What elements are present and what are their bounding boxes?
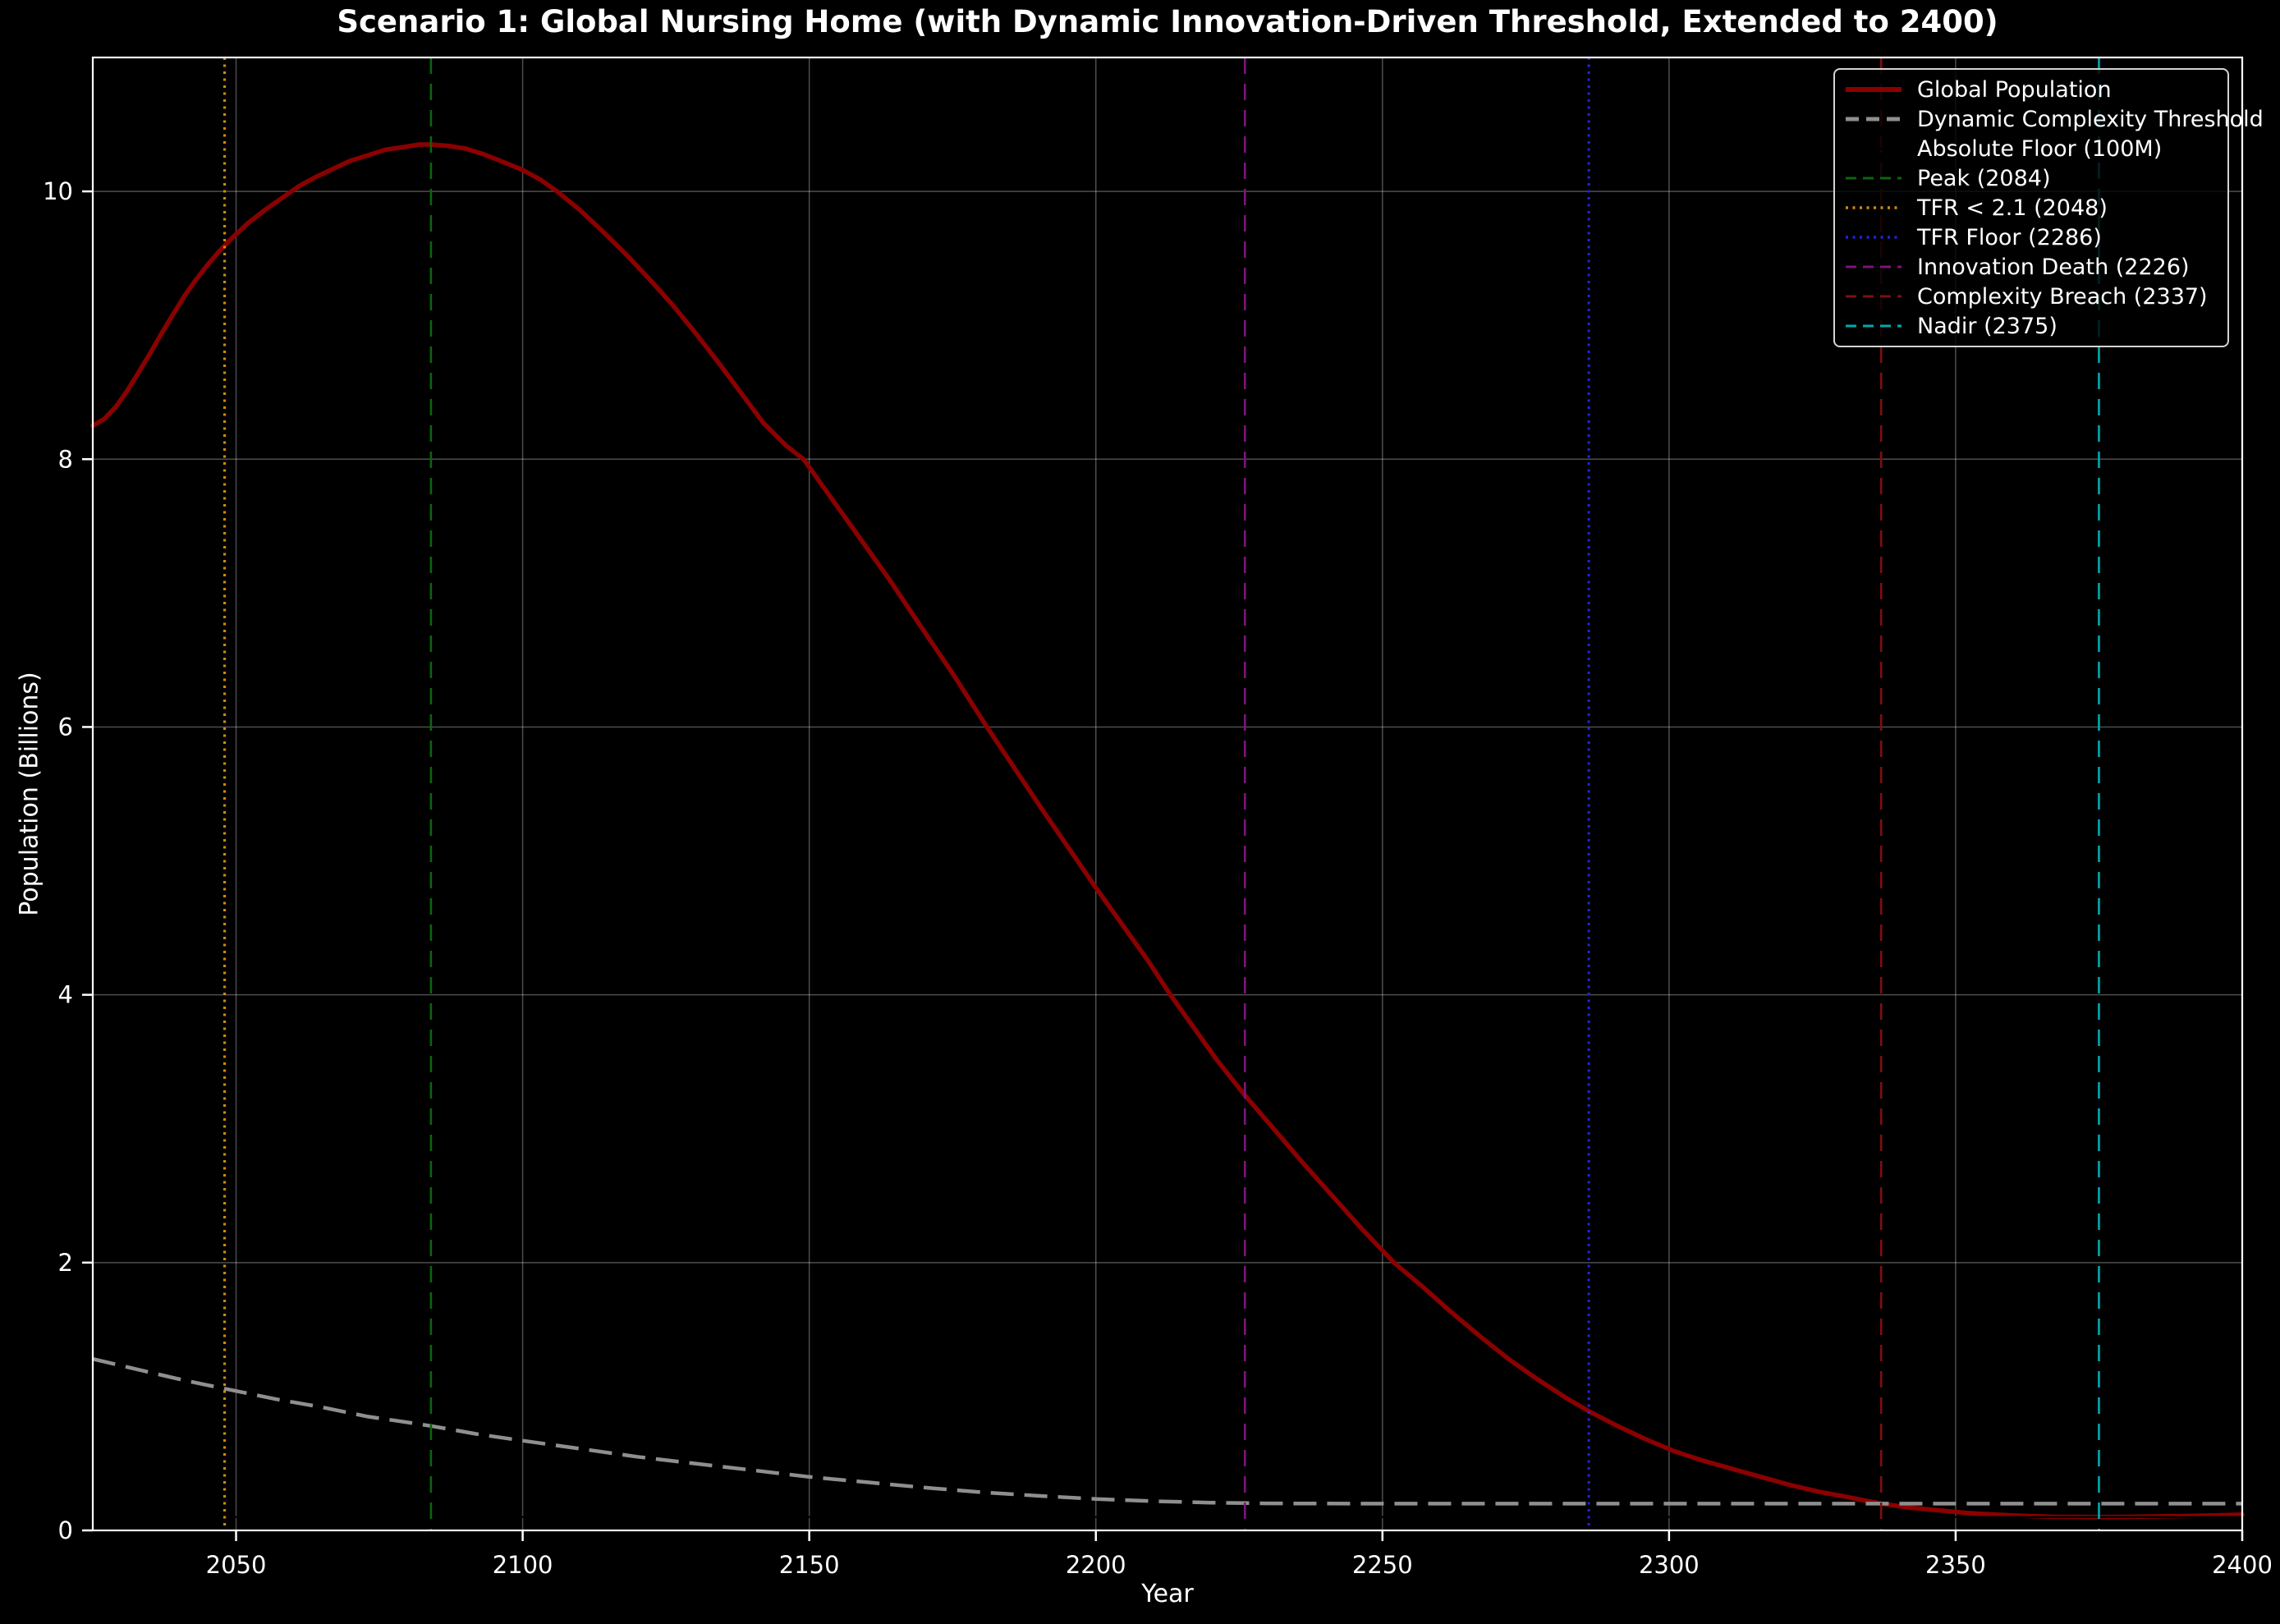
legend-item-dynamic-complexity-threshold: Dynamic Complexity Threshold xyxy=(1843,105,2264,133)
legend-item-tfr-floor: TFR Floor (2286) xyxy=(1843,223,2219,251)
legend-item-label: Global Population xyxy=(1917,76,2112,103)
x-tick-label: 2400 xyxy=(2212,1551,2273,1579)
y-tick-label: 0 xyxy=(58,1516,73,1544)
legend-swatch-dynamic-complexity-threshold xyxy=(1846,117,1902,122)
legend-swatch-peak xyxy=(1846,177,1902,180)
legend-swatch-complexity-breach xyxy=(1846,295,1902,298)
page-title: Scenario 1: Global Nursing Home (with Dy… xyxy=(337,4,1998,39)
x-tick-label: 2200 xyxy=(1066,1551,1126,1579)
legend-item-label: TFR Floor (2286) xyxy=(1917,224,2102,250)
legend-item-label: Absolute Floor (100M) xyxy=(1917,135,2163,162)
x-tick-label: 2100 xyxy=(493,1551,553,1579)
legend-item-label: Dynamic Complexity Threshold xyxy=(1917,106,2264,132)
legend: Global Population Dynamic Complexity Thre… xyxy=(1833,68,2264,347)
y-tick-label: 4 xyxy=(58,981,73,1009)
y-tick-label: 2 xyxy=(58,1249,73,1277)
legend-item-peak: Peak (2084) xyxy=(1843,164,2219,192)
x-tick-label: 2350 xyxy=(1925,1551,1986,1579)
legend-swatch-tfr-floor xyxy=(1846,236,1902,239)
plot-border xyxy=(91,56,2244,1532)
legend-item-complexity-breach: Complexity Breach (2337) xyxy=(1843,282,2219,310)
legend-item-tfr-below-2-1: TFR < 2.1 (2048) xyxy=(1843,194,2219,222)
y-tick-label: 10 xyxy=(43,177,73,205)
legend-item-innovation-death: Innovation Death (2226) xyxy=(1843,253,2219,281)
legend-item-nadir: Nadir (2375) xyxy=(1843,312,2219,340)
x-tick-label: 2250 xyxy=(1352,1551,1413,1579)
legend-swatch-nadir xyxy=(1846,324,1902,328)
legend-item-absolute-floor: Absolute Floor (100M) xyxy=(1843,135,2219,163)
y-tick-label: 8 xyxy=(58,445,73,473)
y-axis-label: Population (Billions) xyxy=(15,672,44,916)
x-tick-label: 2050 xyxy=(206,1551,267,1579)
x-tick-label: 2150 xyxy=(779,1551,840,1579)
legend-item-label: Nadir (2375) xyxy=(1917,313,2058,339)
global-population-line xyxy=(90,142,2245,1520)
legend-swatch-global-population xyxy=(1846,87,1902,92)
dynamic-complexity-threshold-line xyxy=(92,1357,2242,1506)
legend-item-label: TFR < 2.1 (2048) xyxy=(1917,195,2108,221)
legend-swatch-absolute-floor xyxy=(1846,147,1902,150)
legend-item-label: Peak (2084) xyxy=(1917,165,2051,191)
legend-item-label: Complexity Breach (2337) xyxy=(1917,283,2208,310)
x-axis-label: Year xyxy=(1141,1580,1194,1608)
legend-swatch-tfr-below-2-1 xyxy=(1846,206,1902,209)
x-tick-label: 2300 xyxy=(1639,1551,1700,1579)
legend-swatch-innovation-death xyxy=(1846,265,1902,268)
y-tick-label: 6 xyxy=(58,713,73,741)
legend-item-label: Innovation Death (2226) xyxy=(1917,254,2190,280)
legend-item-global-population: Global Population xyxy=(1843,76,2219,103)
